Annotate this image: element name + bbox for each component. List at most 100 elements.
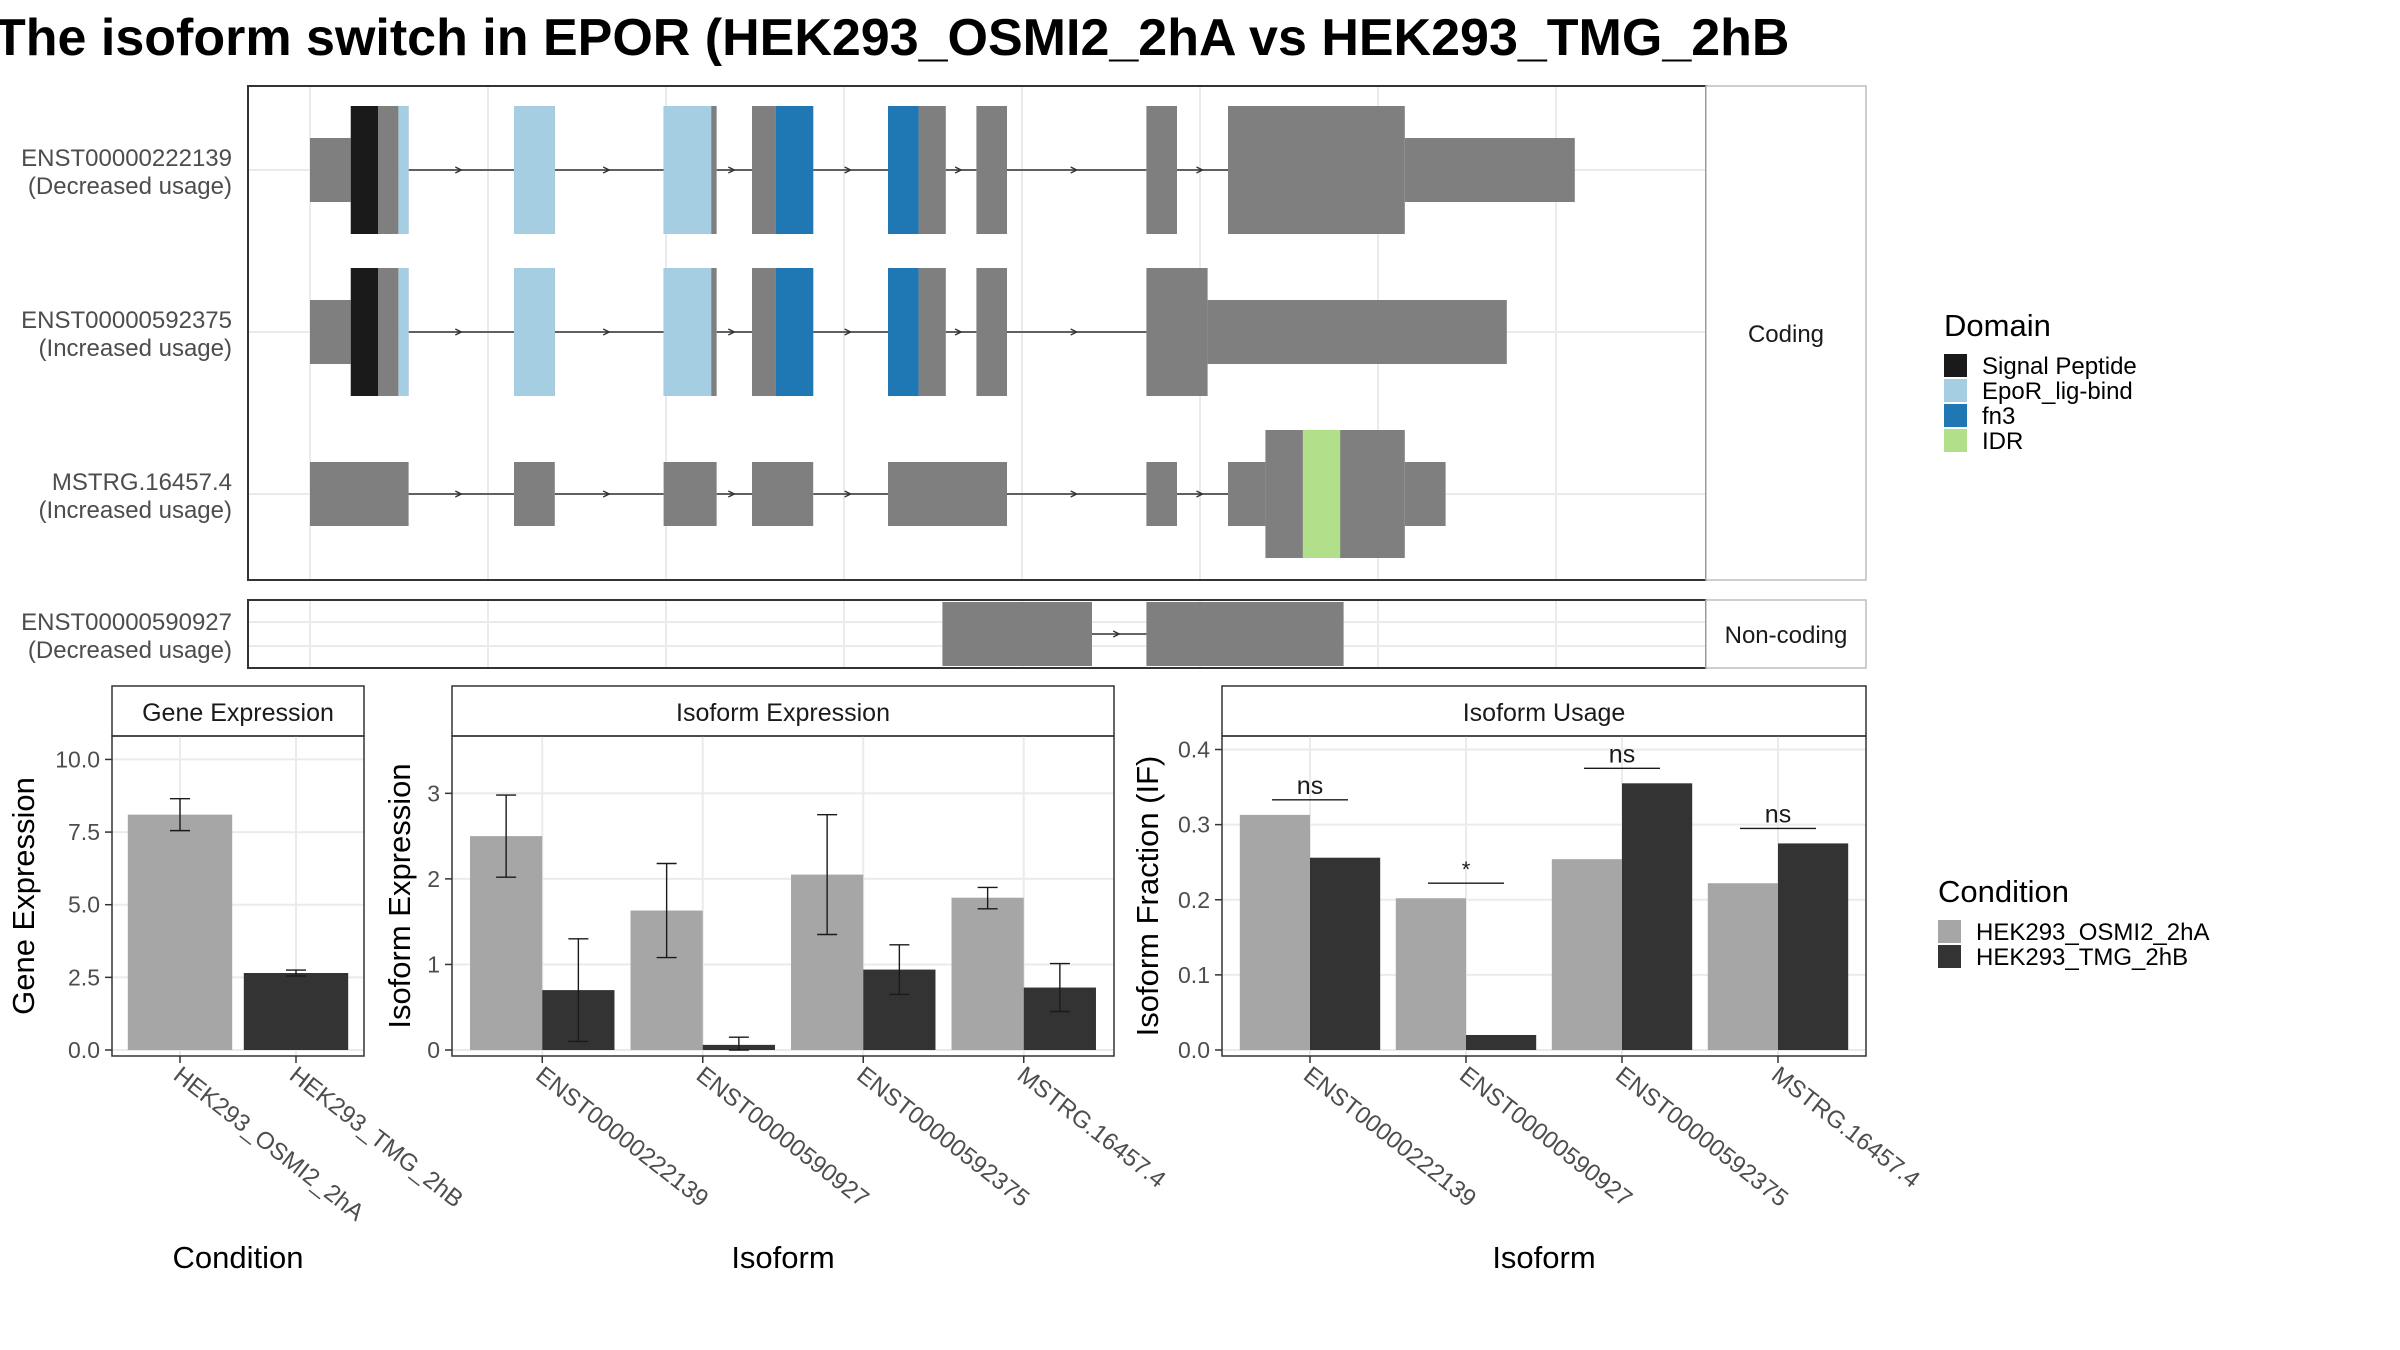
x-axis-title: Isoform [1492, 1240, 1595, 1275]
legend-label: fn3 [1982, 403, 2015, 430]
exon-block [378, 268, 399, 396]
y-tick-label: 0.0 [1178, 1037, 1210, 1063]
significance-label: * [1462, 857, 1471, 882]
domain-block [398, 106, 409, 234]
intron-arrow [454, 166, 463, 174]
transcript-row: MSTRG.16457.4(Increased usage) [39, 430, 1446, 558]
bar-panel: Isoform Usage 0.0 0.1 0.2 0.3 0.4 ns * ns ns ENST0… [1130, 685, 1925, 1275]
y-tick-label: 0.2 [1178, 887, 1210, 913]
exon-block [888, 462, 1007, 526]
x-tick-label: ENST00000592375 [852, 1061, 1035, 1212]
domain-block [350, 268, 378, 396]
intron-arrow [1070, 166, 1079, 174]
legend-swatch [1938, 945, 1961, 968]
domain-block [888, 268, 919, 396]
transcript-row: ENST00000222139(Decreased usage) [21, 106, 1575, 234]
gene-structure-panel: ENST00000222139(Decreased usage)ENST0000… [21, 85, 1867, 669]
x-tick-label: ENST00000590927 [691, 1061, 874, 1212]
exon-block [1146, 602, 1344, 666]
significance-label: ns [1297, 772, 1323, 800]
exon-block [378, 106, 399, 234]
bar [127, 814, 233, 1050]
intron-arrow [602, 490, 611, 498]
x-tick-label: MSTRG.16457.4 [1012, 1061, 1171, 1193]
intron-arrow [454, 328, 463, 336]
domain-block [663, 106, 712, 234]
intron-arrow [844, 166, 853, 174]
y-tick-label: 0.4 [1178, 737, 1210, 763]
bar [1466, 1034, 1537, 1050]
y-tick-label: 0.3 [1178, 812, 1210, 838]
domain-block [775, 268, 814, 396]
y-tick-label: 2 [427, 866, 440, 892]
exon-block [1146, 462, 1177, 526]
intron-arrow [954, 166, 963, 174]
intron-arrow [728, 490, 736, 498]
panel-title: Isoform Expression [676, 699, 890, 727]
transcript-usage-label: (Decreased usage) [28, 173, 232, 200]
y-tick-label: 5.0 [68, 892, 100, 918]
exon-block [918, 268, 946, 396]
exon-block [752, 106, 776, 234]
intron-arrow [844, 490, 853, 498]
y-axis-title: Isoform Expression [382, 763, 417, 1028]
facet-strip [1705, 599, 1867, 669]
exon-block [752, 462, 814, 526]
exon-block [514, 462, 555, 526]
panel-border [451, 735, 1115, 1057]
exon-block [942, 602, 1092, 666]
significance-label: ns [1609, 740, 1635, 768]
bar [1778, 843, 1849, 1050]
intron-arrow [1196, 166, 1205, 174]
x-tick-label: ENST00000590927 [1454, 1061, 1637, 1212]
x-tick-label: MSTRG.16457.4 [1766, 1061, 1925, 1193]
exon-block [711, 106, 717, 234]
facet-strip [1705, 85, 1867, 581]
legend-swatch [1944, 429, 1967, 452]
bar [1395, 898, 1466, 1050]
intron-arrow [954, 328, 963, 336]
bar [243, 973, 349, 1050]
transcript-label: ENST00000222139 [21, 145, 232, 172]
bar [1622, 783, 1693, 1050]
exon-block [1228, 462, 1266, 526]
x-tick-label: ENST00000222139 [1298, 1061, 1481, 1212]
legend-swatch [1944, 354, 1967, 377]
transcript-usage-label: (Increased usage) [39, 335, 232, 362]
x-tick-label: ENST00000592375 [1610, 1061, 1793, 1212]
facet-strip-label: Non-coding [1725, 622, 1848, 649]
exon-block [752, 268, 776, 396]
x-tick-label: ENST00000222139 [531, 1061, 714, 1212]
exon-block [918, 106, 946, 234]
domain-block [350, 106, 378, 234]
bar [951, 897, 1024, 1050]
significance-label: ns [1765, 800, 1791, 828]
panel-strip [111, 685, 365, 737]
exon-block [1404, 138, 1575, 202]
y-tick-label: 1 [427, 951, 440, 977]
exon-block [310, 462, 409, 526]
exon-block [310, 138, 351, 202]
domain-block [514, 106, 555, 234]
legend-swatch [1938, 920, 1961, 943]
intron-arrow [728, 328, 736, 336]
intron-arrow [454, 490, 463, 498]
legend-title: Condition [1938, 874, 2069, 909]
domain-block [398, 268, 409, 396]
bar-panel: Isoform Expression0123ENST00000222139ENS… [382, 685, 1171, 1275]
exon-block [976, 268, 1007, 396]
legend-label: EpoR_lig-bind [1982, 378, 2133, 405]
legend-label: Signal Peptide [1982, 353, 2137, 380]
bar [1239, 814, 1310, 1050]
exon-block [310, 300, 351, 364]
y-tick-label: 0.1 [1178, 962, 1210, 988]
intron-arrow [602, 166, 611, 174]
y-tick-label: 10.0 [55, 746, 100, 772]
intron-arrow [728, 166, 736, 174]
bar-panels: Gene Expression0.02.55.07.510.0HEK293_OS… [6, 685, 1925, 1275]
legend-label: HEK293_OSMI2_2hA [1976, 919, 2209, 946]
y-tick-label: 2.5 [68, 964, 100, 990]
